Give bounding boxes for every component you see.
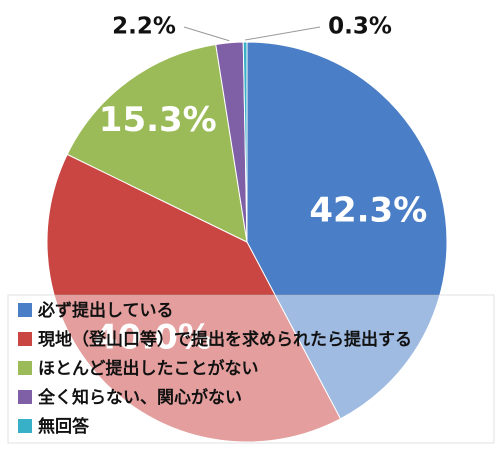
slice-leader-line-5 bbox=[245, 26, 321, 41]
pie-slice-3 bbox=[66, 43, 248, 243]
slice-label-3: 15.3% bbox=[99, 100, 217, 140]
legend-label-5: 無回答 bbox=[38, 416, 90, 437]
slice-label-2: 40.0% bbox=[94, 318, 212, 358]
pie-slice-2 bbox=[46, 153, 342, 443]
pie-slice-5 bbox=[242, 41, 248, 243]
legend-marker-2 bbox=[18, 332, 32, 346]
legend-label-3: ほとんど提出したことがない bbox=[38, 358, 259, 379]
legend-background bbox=[7, 294, 495, 444]
legend-label-1: 必ず提出している bbox=[37, 300, 174, 321]
pie-slice-1 bbox=[246, 41, 448, 420]
slice-label-1: 42.3% bbox=[309, 190, 427, 230]
legend-marker-3 bbox=[18, 361, 32, 375]
pie-slices bbox=[46, 41, 448, 443]
legend-marker-4 bbox=[18, 390, 32, 404]
slice-label-5: 0.3% bbox=[328, 14, 392, 40]
slice-leader-line-4 bbox=[183, 26, 230, 42]
slice-label-4: 2.2% bbox=[112, 14, 176, 40]
legend-marker-5 bbox=[18, 419, 32, 433]
legend-label-4: 全く知らない、関心がない bbox=[37, 387, 242, 408]
pie-data-labels: 42.3% 40.0% 15.3% 2.2% 0.3% bbox=[94, 14, 427, 358]
legend: 必ず提出している現地（登山口等）で提出を求められたら提出するほとんど提出したこと… bbox=[7, 294, 495, 444]
legend-marker-1 bbox=[18, 303, 32, 317]
legend-label-2: 現地（登山口等）で提出を求められたら提出する bbox=[38, 329, 412, 350]
